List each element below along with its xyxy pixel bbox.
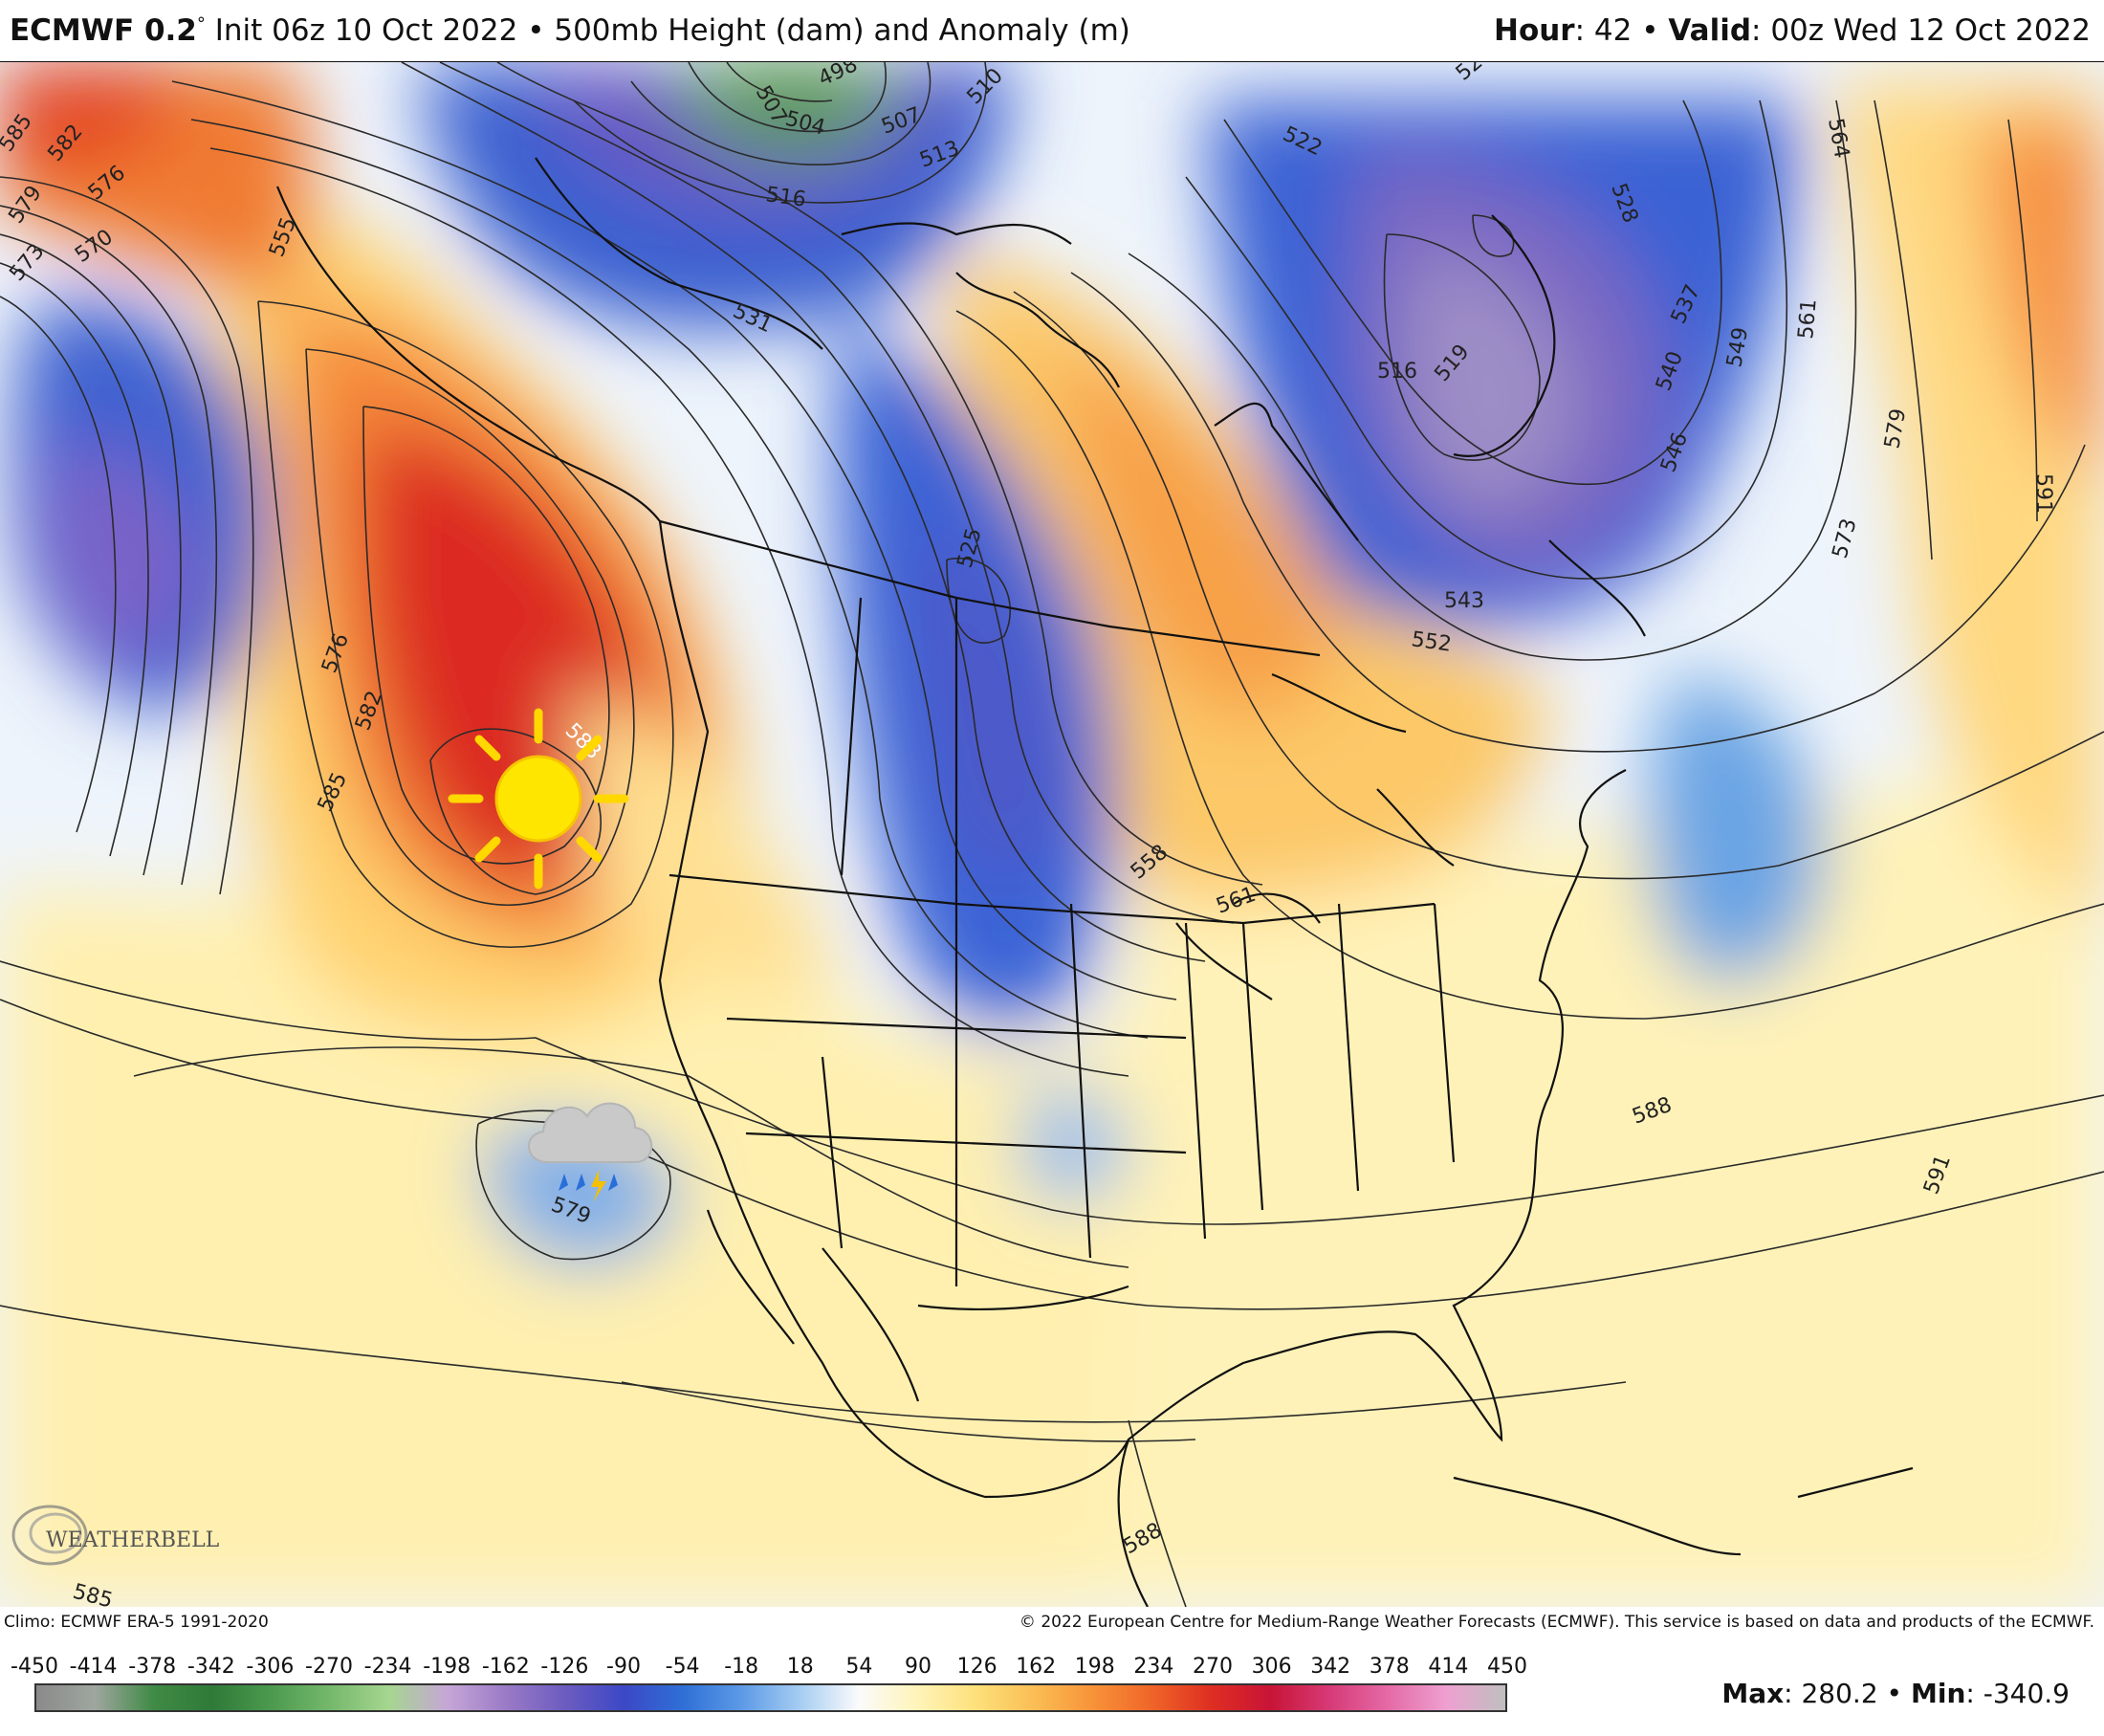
hour-value: : 42 — [1574, 13, 1633, 48]
scale-tick-label: -342 — [186, 1655, 235, 1679]
anomaly-color-scale: -450 -414 -378 -342 -306 -270 -234 -198 -162 -126… — [0, 1641, 2104, 1736]
scale-tick-labels: -450 -414 -378 -342 -306 -270 -234 -198 -162 -126… — [11, 1655, 1527, 1683]
scale-tick-label: 54 — [845, 1655, 873, 1679]
scale-tick-label: 162 — [1016, 1655, 1057, 1679]
scale-tick-label: 270 — [1193, 1655, 1233, 1679]
coastlines-borders — [275, 157, 1914, 1607]
scale-tick-label: 234 — [1133, 1655, 1174, 1679]
copyright-credit: © 2022 European Centre for Medium-Range … — [1019, 1613, 2094, 1632]
scale-tick-label: -270 — [305, 1655, 353, 1679]
scale-tick-label: -234 — [363, 1655, 412, 1679]
max-min-readout: Max: 280.2 • Min: -340.9 — [1721, 1678, 2070, 1709]
model-name: ECMWF 0.2 — [10, 13, 197, 48]
scale-tick-label: -450 — [11, 1655, 58, 1679]
header-separator-2: • — [1632, 13, 1669, 48]
thunderstorm-cloud-icon — [527, 1102, 653, 1202]
header-title: ECMWF 0.2° Init 06z 10 Oct 2022 • 500mb … — [10, 13, 1130, 48]
scale-tick-label: 90 — [905, 1655, 931, 1679]
scale-tick-label: -54 — [665, 1655, 700, 1679]
climo-credit: Climo: ECMWF ERA-5 1991-2020 — [4, 1613, 269, 1632]
header-separator: • — [517, 13, 555, 48]
scale-tick-label: 342 — [1310, 1655, 1351, 1679]
scale-tick-label: -378 — [128, 1655, 177, 1679]
scale-tick-label: -18 — [724, 1655, 759, 1679]
scale-tick-label: 378 — [1369, 1655, 1410, 1679]
contour-label: 543 — [1444, 589, 1484, 613]
min-label: Min — [1910, 1678, 1966, 1709]
scale-tick-label: 306 — [1251, 1655, 1292, 1679]
product-name: 500mb Height (dam) and Anomaly (m) — [554, 13, 1130, 48]
map-canvas: 585 582 579 576 573 570 555 507 498 504 … — [0, 62, 2104, 1607]
degree-symbol: ° — [196, 13, 206, 34]
valid-value: : 00z Wed 12 Oct 2022 — [1751, 13, 2091, 48]
scale-tick-label: -198 — [423, 1655, 471, 1679]
credits-bar: Climo: ECMWF ERA-5 1991-2020 © 2022 Euro… — [0, 1609, 2104, 1637]
scale-tick-label: -90 — [606, 1655, 641, 1679]
weatherbell-logo-text: WEATHERBELL — [46, 1528, 220, 1552]
scale-tick-label: 18 — [786, 1655, 814, 1679]
init-time: Init 06z 10 Oct 2022 — [205, 13, 518, 48]
contour-label: 561 — [1794, 298, 1822, 341]
sun-icon — [448, 708, 629, 890]
contour-label: 591 — [2031, 473, 2055, 514]
contour-label: 516 — [1377, 360, 1417, 384]
scale-tick-label: -306 — [246, 1655, 295, 1679]
scale-tick-label: 198 — [1074, 1655, 1115, 1679]
anomaly-shading — [0, 62, 2104, 1607]
maxmin-separator: • — [1877, 1678, 1911, 1709]
hour-label: Hour — [1494, 13, 1575, 48]
valid-label: Valid — [1668, 13, 1752, 48]
scale-colorbar — [34, 1683, 1507, 1712]
contour-label: 552 — [1410, 627, 1453, 657]
min-value: : -340.9 — [1965, 1678, 2070, 1709]
map-header: ECMWF 0.2° Init 06z 10 Oct 2022 • 500mb … — [0, 0, 2104, 63]
scale-tick-label: -414 — [69, 1655, 118, 1679]
scale-tick-label: 450 — [1487, 1655, 1527, 1679]
scale-tick-label: -162 — [481, 1655, 530, 1679]
contour-label: 516 — [764, 183, 807, 212]
weatherbell-logo: WEATHERBELL — [11, 1505, 220, 1566]
scale-tick-label: 126 — [956, 1655, 997, 1679]
scale-tick-label: 414 — [1428, 1655, 1469, 1679]
anomaly-map: 585 582 579 576 573 570 555 507 498 504 … — [0, 62, 2104, 1607]
max-label: Max — [1721, 1678, 1785, 1709]
scale-tick-label: -126 — [540, 1655, 589, 1679]
max-value: : 280.2 — [1784, 1678, 1878, 1709]
header-valid: Hour: 42 • Valid: 00z Wed 12 Oct 2022 — [1494, 13, 2091, 48]
